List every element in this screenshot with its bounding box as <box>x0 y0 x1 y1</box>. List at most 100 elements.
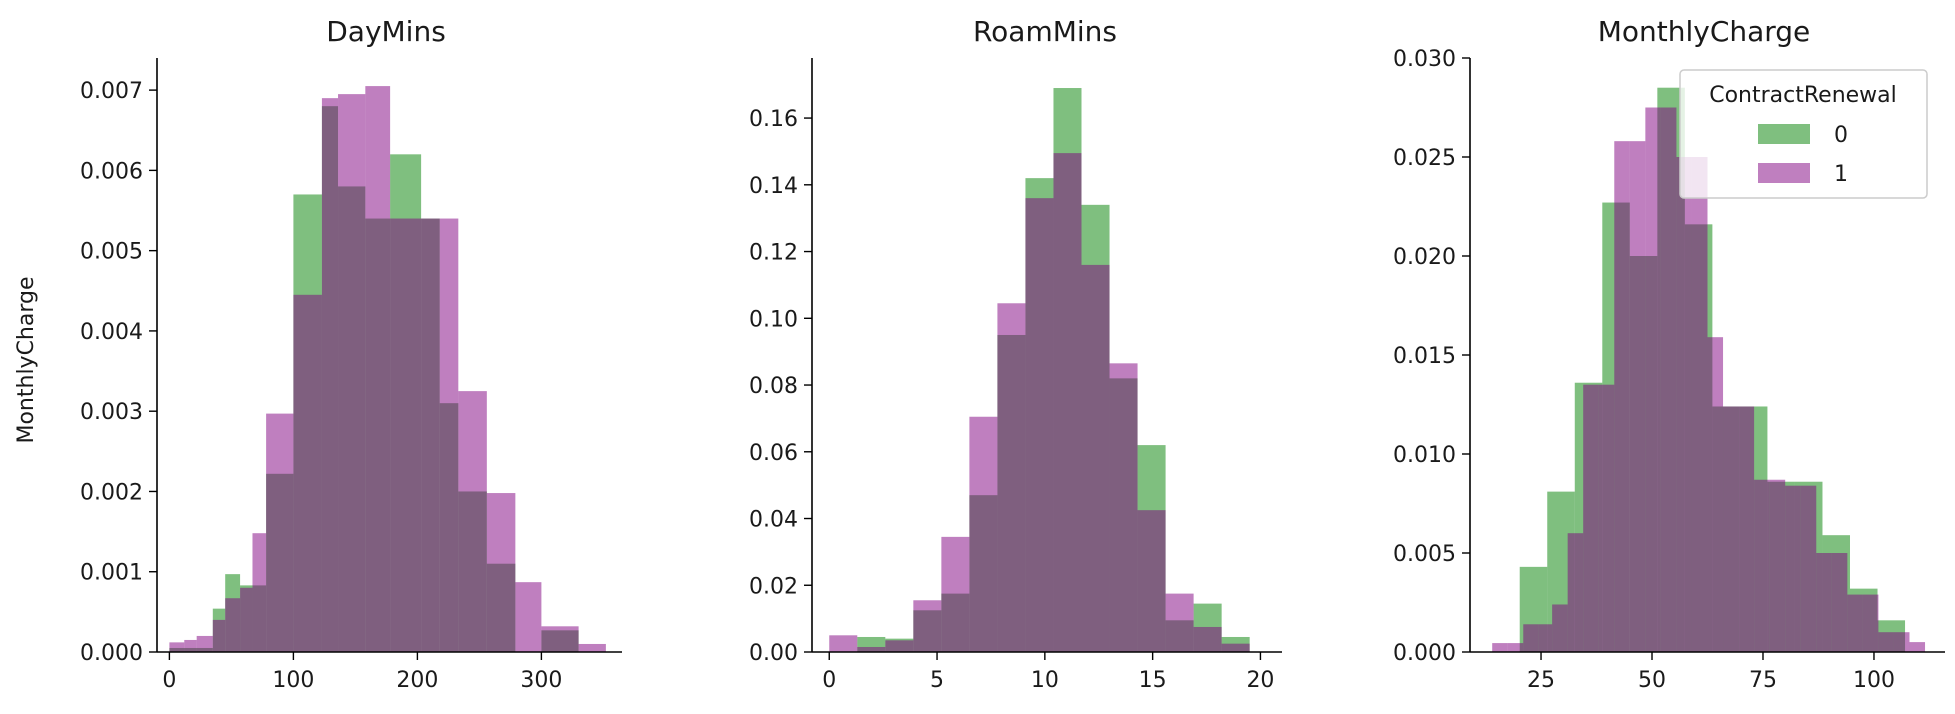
bar-series-1 <box>196 635 213 652</box>
panel-daymins: DayMins 0 100 200 300 0.000 0.001 0.002 0.003 0.… <box>80 15 622 693</box>
legend-label-1: 1 <box>1834 162 1848 187</box>
bar-series-1 <box>1676 157 1692 652</box>
y-tick-label: 0.002 <box>80 480 143 505</box>
y-tick-label: 0.001 <box>80 561 143 586</box>
y-tick-label: 0.003 <box>80 400 143 425</box>
y-tick-label: 0.004 <box>80 320 143 345</box>
y-tick-label: 0.000 <box>1393 641 1456 666</box>
bar-series-1 <box>1109 363 1138 652</box>
bar-series-1 <box>486 493 516 652</box>
x-tick-label: 0 <box>162 668 176 693</box>
bars-group <box>169 86 606 653</box>
bar-series-1 <box>1878 632 1894 652</box>
y-tick-label: 0.005 <box>80 240 143 265</box>
bar-series-1 <box>1567 533 1584 652</box>
bar-series-1 <box>1507 643 1524 652</box>
y-tick-label: 0.04 <box>749 508 798 533</box>
y-tick-label: 0.02 <box>749 574 798 599</box>
y-tick-label: 0.010 <box>1393 443 1456 468</box>
y-tick-label: 0.06 <box>749 441 798 466</box>
bars-group <box>1492 87 1926 653</box>
bar-series-1 <box>829 635 858 652</box>
y-tick-label: 0.006 <box>80 159 143 184</box>
bar-series-1 <box>1081 264 1110 652</box>
x-tick-label: 0 <box>822 668 836 693</box>
x-tick-label: 100 <box>1853 668 1895 693</box>
bar-series-1 <box>997 303 1026 652</box>
panel-title: DayMins <box>326 15 446 48</box>
bar-series-1 <box>225 598 241 652</box>
x-tick-label: 5 <box>930 668 944 693</box>
bar-series-1 <box>1754 479 1770 652</box>
bar-series-1 <box>578 643 606 652</box>
axes-group: 25 50 75 100 0.000 0.005 0.010 0.015 0.020 0.025 0… <box>1393 47 1945 693</box>
y-tick-label: 0.00 <box>749 641 798 666</box>
y-tick-label: 0.000 <box>80 641 143 666</box>
bar-series-1 <box>1645 107 1661 652</box>
bar-series-1 <box>1909 642 1926 652</box>
legend: ContractRenewal 0 1 <box>1679 69 1928 199</box>
bar-series-1 <box>1598 384 1615 652</box>
bar-series-1 <box>1523 624 1539 652</box>
bar-series-1 <box>1769 479 1786 652</box>
bar-series-1 <box>857 646 886 652</box>
bar-series-1 <box>390 218 422 653</box>
bar-series-1 <box>1193 626 1222 652</box>
y-tick-label: 0.10 <box>749 307 798 332</box>
y-tick-label: 0.020 <box>1393 245 1456 270</box>
bar-series-1 <box>1538 624 1553 652</box>
bar-series-1 <box>1831 553 1848 652</box>
x-tick-label: 50 <box>1638 668 1666 693</box>
bar-series-1 <box>266 413 294 652</box>
bar-series-1 <box>1723 406 1739 652</box>
x-tick-label: 15 <box>1139 668 1167 693</box>
x-tick-label: 10 <box>1031 668 1059 693</box>
bar-series-1 <box>1165 593 1194 652</box>
x-tick-label: 20 <box>1246 668 1274 693</box>
bar-series-1 <box>439 218 459 653</box>
figure-ylabel: MonthlyCharge <box>14 276 39 443</box>
bar-series-1 <box>1893 632 1910 652</box>
panel-title: MonthlyCharge <box>1598 15 1811 48</box>
bar-series-1 <box>969 416 998 652</box>
bar-series-1 <box>913 600 942 652</box>
bar-series-1 <box>338 94 366 653</box>
panel-title: RoamMins <box>973 15 1117 48</box>
bar-series-1 <box>1025 198 1054 652</box>
bar-series-1 <box>1785 485 1801 652</box>
bar-series-1 <box>1816 553 1832 652</box>
bar-series-1 <box>1552 604 1568 652</box>
bar-series-1 <box>1629 141 1646 652</box>
y-tick-label: 0.12 <box>749 241 798 266</box>
y-tick-label: 0.16 <box>749 107 798 132</box>
y-tick-label: 0.030 <box>1393 47 1456 72</box>
bar-series-1 <box>1221 643 1250 652</box>
bar-series-1 <box>293 294 322 652</box>
bar-series-1 <box>240 587 253 652</box>
bar-series-1 <box>885 640 914 652</box>
bar-series-1 <box>184 639 197 652</box>
bar-series-1 <box>1137 510 1166 652</box>
bar-series-1 <box>1707 337 1724 652</box>
y-tick-label: 0.08 <box>749 374 798 399</box>
bar-series-1 <box>421 218 440 653</box>
bar-series-1 <box>1800 485 1817 652</box>
bar-series-1 <box>1492 643 1508 652</box>
y-tick-label: 0.005 <box>1393 542 1456 567</box>
bar-series-1 <box>458 391 487 652</box>
bar-series-1 <box>1738 406 1755 652</box>
y-tick-label: 0.015 <box>1393 344 1456 369</box>
legend-swatch-1 <box>1758 163 1810 183</box>
bar-series-1 <box>941 536 970 652</box>
bar-series-1 <box>1614 141 1630 652</box>
x-tick-label: 25 <box>1527 668 1555 693</box>
y-tick-label: 0.14 <box>749 174 798 199</box>
bar-series-1 <box>365 86 391 653</box>
bar-series-1 <box>212 619 226 652</box>
y-tick-label: 0.025 <box>1393 146 1456 171</box>
y-tick-label: 0.007 <box>80 79 143 104</box>
x-tick-label: 200 <box>396 668 438 693</box>
x-tick-label: 75 <box>1749 668 1777 693</box>
x-tick-label: 100 <box>272 668 314 693</box>
